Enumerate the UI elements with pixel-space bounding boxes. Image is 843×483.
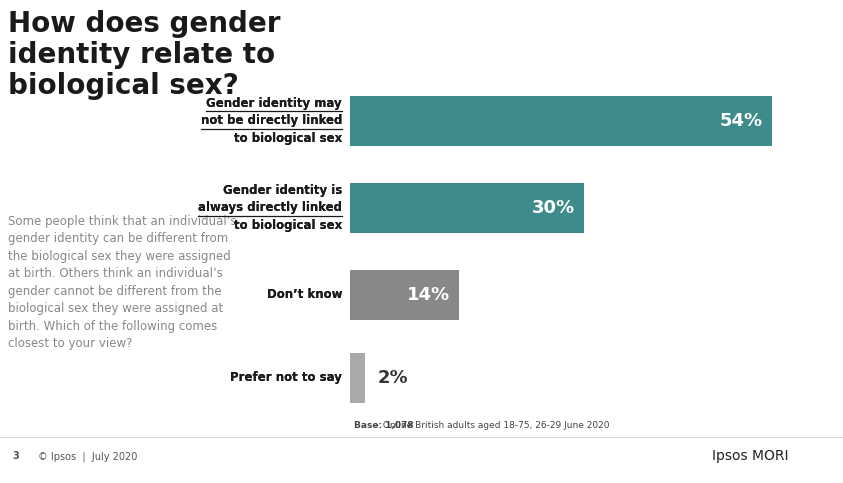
- Bar: [350, 96, 772, 146]
- Text: not be directly linked: not be directly linked: [201, 114, 342, 128]
- Text: always directly linked: always directly linked: [198, 201, 342, 214]
- Text: Base: 1,078: Base: 1,078: [354, 421, 414, 429]
- Bar: [350, 183, 584, 233]
- Text: 30%: 30%: [532, 199, 575, 217]
- Text: Ipsos: Ipsos: [797, 452, 826, 461]
- Text: 2%: 2%: [377, 369, 408, 387]
- Text: Gender identity is: Gender identity is: [223, 184, 342, 197]
- Text: Prefer not to say: Prefer not to say: [230, 371, 342, 384]
- Text: to biological sex: to biological sex: [234, 132, 342, 145]
- Text: © Ipsos  |  July 2020: © Ipsos | July 2020: [38, 451, 137, 462]
- Text: Some people think that an individual’s
gender identity can be different from
the: Some people think that an individual’s g…: [8, 215, 237, 351]
- Bar: [350, 353, 366, 403]
- Text: to biological sex: to biological sex: [234, 219, 342, 232]
- Text: 14%: 14%: [407, 286, 450, 304]
- Text: Gender identity may: Gender identity may: [207, 97, 342, 110]
- Text: Don’t know: Don’t know: [266, 288, 342, 301]
- Text: always directly linked: always directly linked: [198, 201, 342, 214]
- Text: Ipsos MORI: Ipsos MORI: [712, 450, 789, 463]
- Text: Gender identity may: Gender identity may: [207, 97, 342, 110]
- Text: not be directly linked: not be directly linked: [201, 114, 342, 128]
- Text: Don’t know: Don’t know: [266, 288, 342, 301]
- Bar: [350, 270, 459, 320]
- Text: to biological sex: to biological sex: [234, 219, 342, 232]
- Text: Prefer not to say: Prefer not to say: [230, 371, 342, 384]
- Text: to biological sex: to biological sex: [234, 132, 342, 145]
- Text: Gender identity is: Gender identity is: [223, 184, 342, 197]
- Text: 3: 3: [13, 452, 19, 461]
- Text: How does gender
identity relate to
biological sex?: How does gender identity relate to biolo…: [8, 10, 281, 100]
- Text: Online British adults aged 18-75, 26-29 June 2020: Online British adults aged 18-75, 26-29 …: [380, 421, 609, 429]
- Text: 54%: 54%: [720, 112, 763, 130]
